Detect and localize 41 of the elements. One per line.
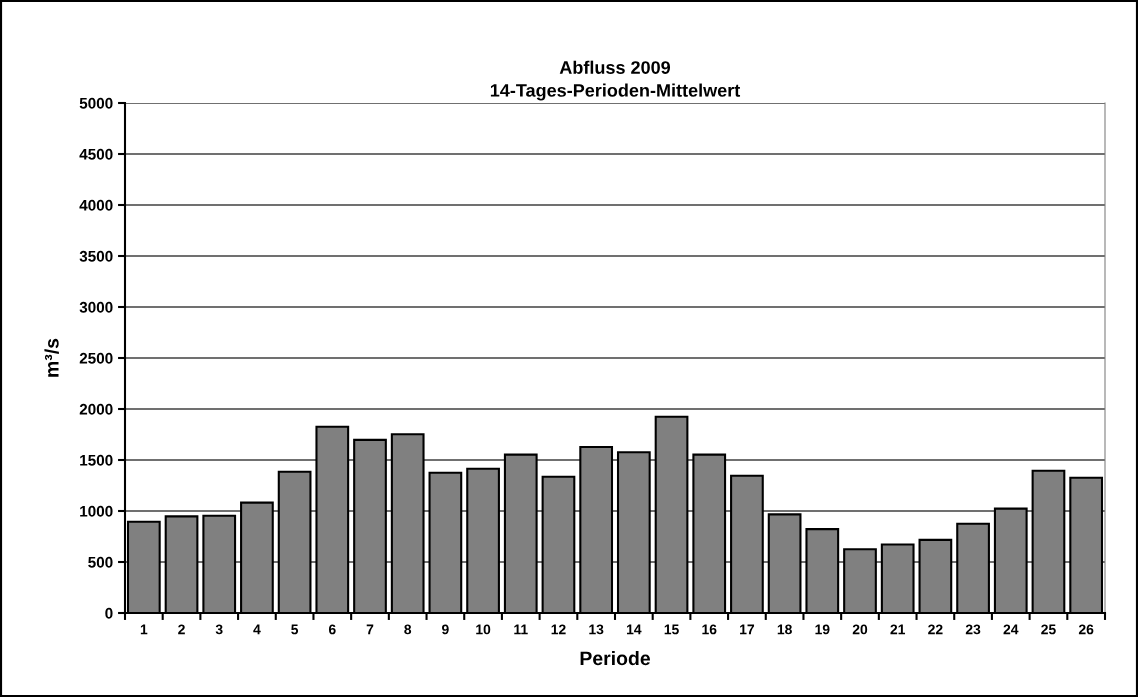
y-tick-label: 0: [105, 607, 113, 619]
x-tick-label: 25: [1041, 624, 1056, 635]
y-tick-label: 1500: [80, 454, 113, 466]
x-tick-label: 24: [1003, 624, 1019, 635]
x-tick-label: 16: [702, 624, 717, 635]
x-tick-label: 3: [215, 624, 223, 635]
x-axis-title: Periode: [580, 650, 650, 666]
y-tick-label: 4500: [79, 148, 113, 160]
x-tick-label: 1: [140, 624, 148, 635]
x-tick-label: 23: [965, 624, 981, 635]
y-tick-label: 2500: [79, 352, 113, 364]
x-tick-label: 19: [815, 624, 830, 635]
y-tick-label: 500: [88, 556, 113, 568]
x-tick-label: 21: [890, 624, 906, 635]
x-tick-label: 5: [291, 624, 299, 635]
chart-title: Abfluss 2009: [559, 60, 671, 74]
x-tick-label: 9: [442, 624, 449, 635]
x-tick-label: 18: [777, 624, 792, 635]
x-tick-label: 15: [664, 624, 679, 635]
y-tick-label: 3000: [79, 301, 113, 313]
x-tick-label: 6: [328, 624, 336, 635]
x-tick-label: 26: [1078, 624, 1094, 635]
x-tick-label: 17: [740, 624, 755, 635]
y-tick-label: 1000: [80, 505, 113, 517]
x-tick-label: 4: [253, 624, 261, 635]
y-tick-label: 3500: [79, 250, 113, 262]
x-tick-label: 11: [514, 624, 528, 635]
y-axis-title: m³/s: [44, 338, 59, 377]
x-tick-label: 7: [366, 624, 374, 635]
x-tick-label: 20: [852, 624, 868, 635]
x-tick-label: 2: [178, 624, 185, 635]
x-tick-label: 13: [589, 624, 604, 635]
y-tick-label: 2000: [79, 403, 113, 415]
x-tick-label: 8: [404, 624, 412, 635]
x-tick-label: 22: [928, 624, 943, 635]
chart-subtitle: 14-Tages-Perioden-Mittelwert: [490, 83, 741, 101]
y-tick-label: 5000: [79, 97, 113, 109]
x-tick-label: 10: [476, 624, 491, 635]
x-tick-label: 12: [551, 624, 566, 635]
x-tick-label: 14: [627, 624, 642, 635]
y-tick-label: 4000: [79, 199, 113, 211]
